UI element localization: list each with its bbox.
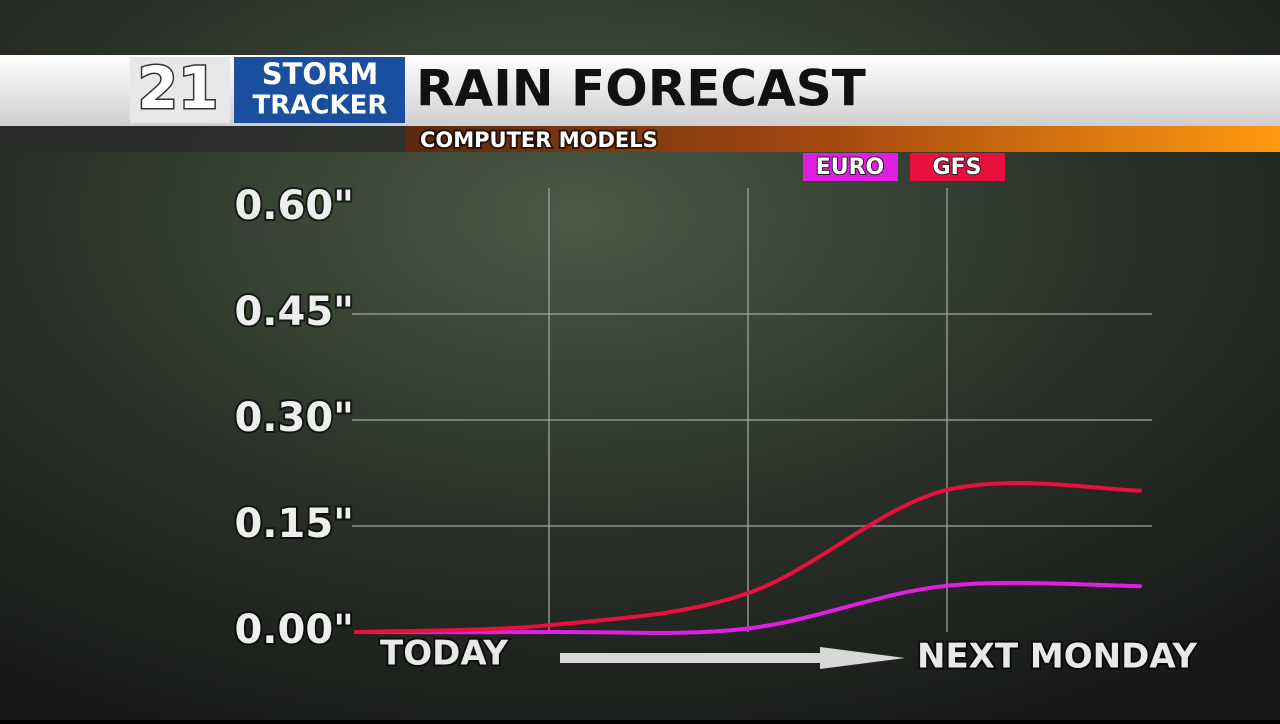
y-tick-label: 0.15" (234, 501, 354, 547)
y-tick-label: 0.00" (234, 607, 354, 653)
y-tick-label: 0.60" (234, 183, 354, 229)
legend-swatch (910, 153, 1005, 181)
logo-blue (234, 57, 405, 123)
y-tick-label: 0.30" (234, 395, 354, 441)
header-shadow (0, 126, 405, 152)
logo-line2: TRACKER (253, 91, 388, 121)
legend-swatch (803, 153, 898, 181)
series-line (354, 580, 1142, 635)
chart-subtitle: COMPUTER MODELS (420, 128, 658, 152)
subtitle-bar (405, 126, 1280, 152)
legend-label: EURO (816, 155, 885, 180)
logo-number: 21 (138, 54, 219, 122)
series-line (354, 481, 1142, 634)
time-arrow (560, 647, 905, 669)
legend-label: GFS (933, 155, 982, 180)
x-label-end: NEXT MONDAY (917, 637, 1197, 677)
y-tick-label: 0.45" (234, 289, 354, 335)
logo-box (130, 57, 230, 123)
logo-line1: STORM (262, 57, 379, 91)
x-label-start: TODAY (380, 634, 508, 674)
chart-title: RAIN FORECAST (416, 60, 866, 118)
